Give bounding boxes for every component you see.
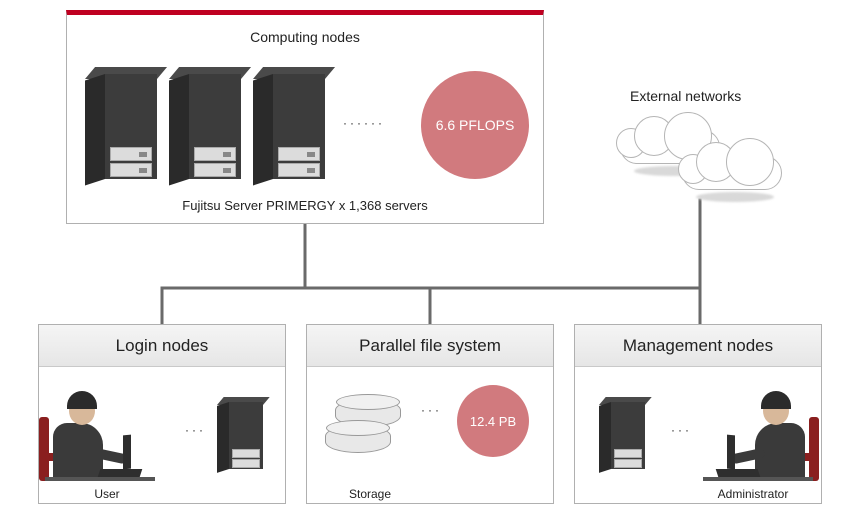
storage-caption: Storage [187, 487, 553, 501]
capacity-badge: 12.4 PB [457, 385, 529, 457]
user-icon [45, 371, 155, 481]
ellipsis: ······ [337, 116, 391, 130]
computing-title: Computing nodes [67, 29, 543, 45]
administrator-icon [703, 371, 813, 481]
ellipsis: ··· [415, 403, 448, 417]
server-icon [85, 67, 157, 179]
server-icon [217, 397, 263, 469]
computing-caption: Fujitsu Server PRIMERGY x 1,368 servers [67, 198, 543, 213]
ellipsis: ··· [179, 423, 212, 437]
ellipsis: ··· [665, 423, 698, 437]
server-icon [169, 67, 241, 179]
computing-nodes-box: Computing nodes ······ 6.6 PFLOPS Fujits… [66, 10, 544, 224]
server-icon [599, 397, 645, 469]
diagram-canvas: Computing nodes ······ 6.6 PFLOPS Fujits… [0, 0, 859, 524]
storage-title: Parallel file system [307, 325, 553, 367]
login-title: Login nodes [39, 325, 285, 367]
mgmt-caption: Administrator [685, 487, 821, 501]
management-nodes-box: Management nodes ··· Administrator [574, 324, 822, 504]
pflops-badge: 6.6 PFLOPS [421, 71, 529, 179]
parallel-fs-box: Parallel file system ··· 12.4 PB Storage [306, 324, 554, 504]
mgmt-title: Management nodes [575, 325, 821, 367]
external-networks-label: External networks [630, 88, 741, 104]
cloud-icon [672, 138, 792, 200]
server-icon [253, 67, 325, 179]
disk-icon [325, 425, 391, 453]
servers-row: ······ [85, 67, 391, 179]
login-nodes-box: Login nodes ··· User [38, 324, 286, 504]
